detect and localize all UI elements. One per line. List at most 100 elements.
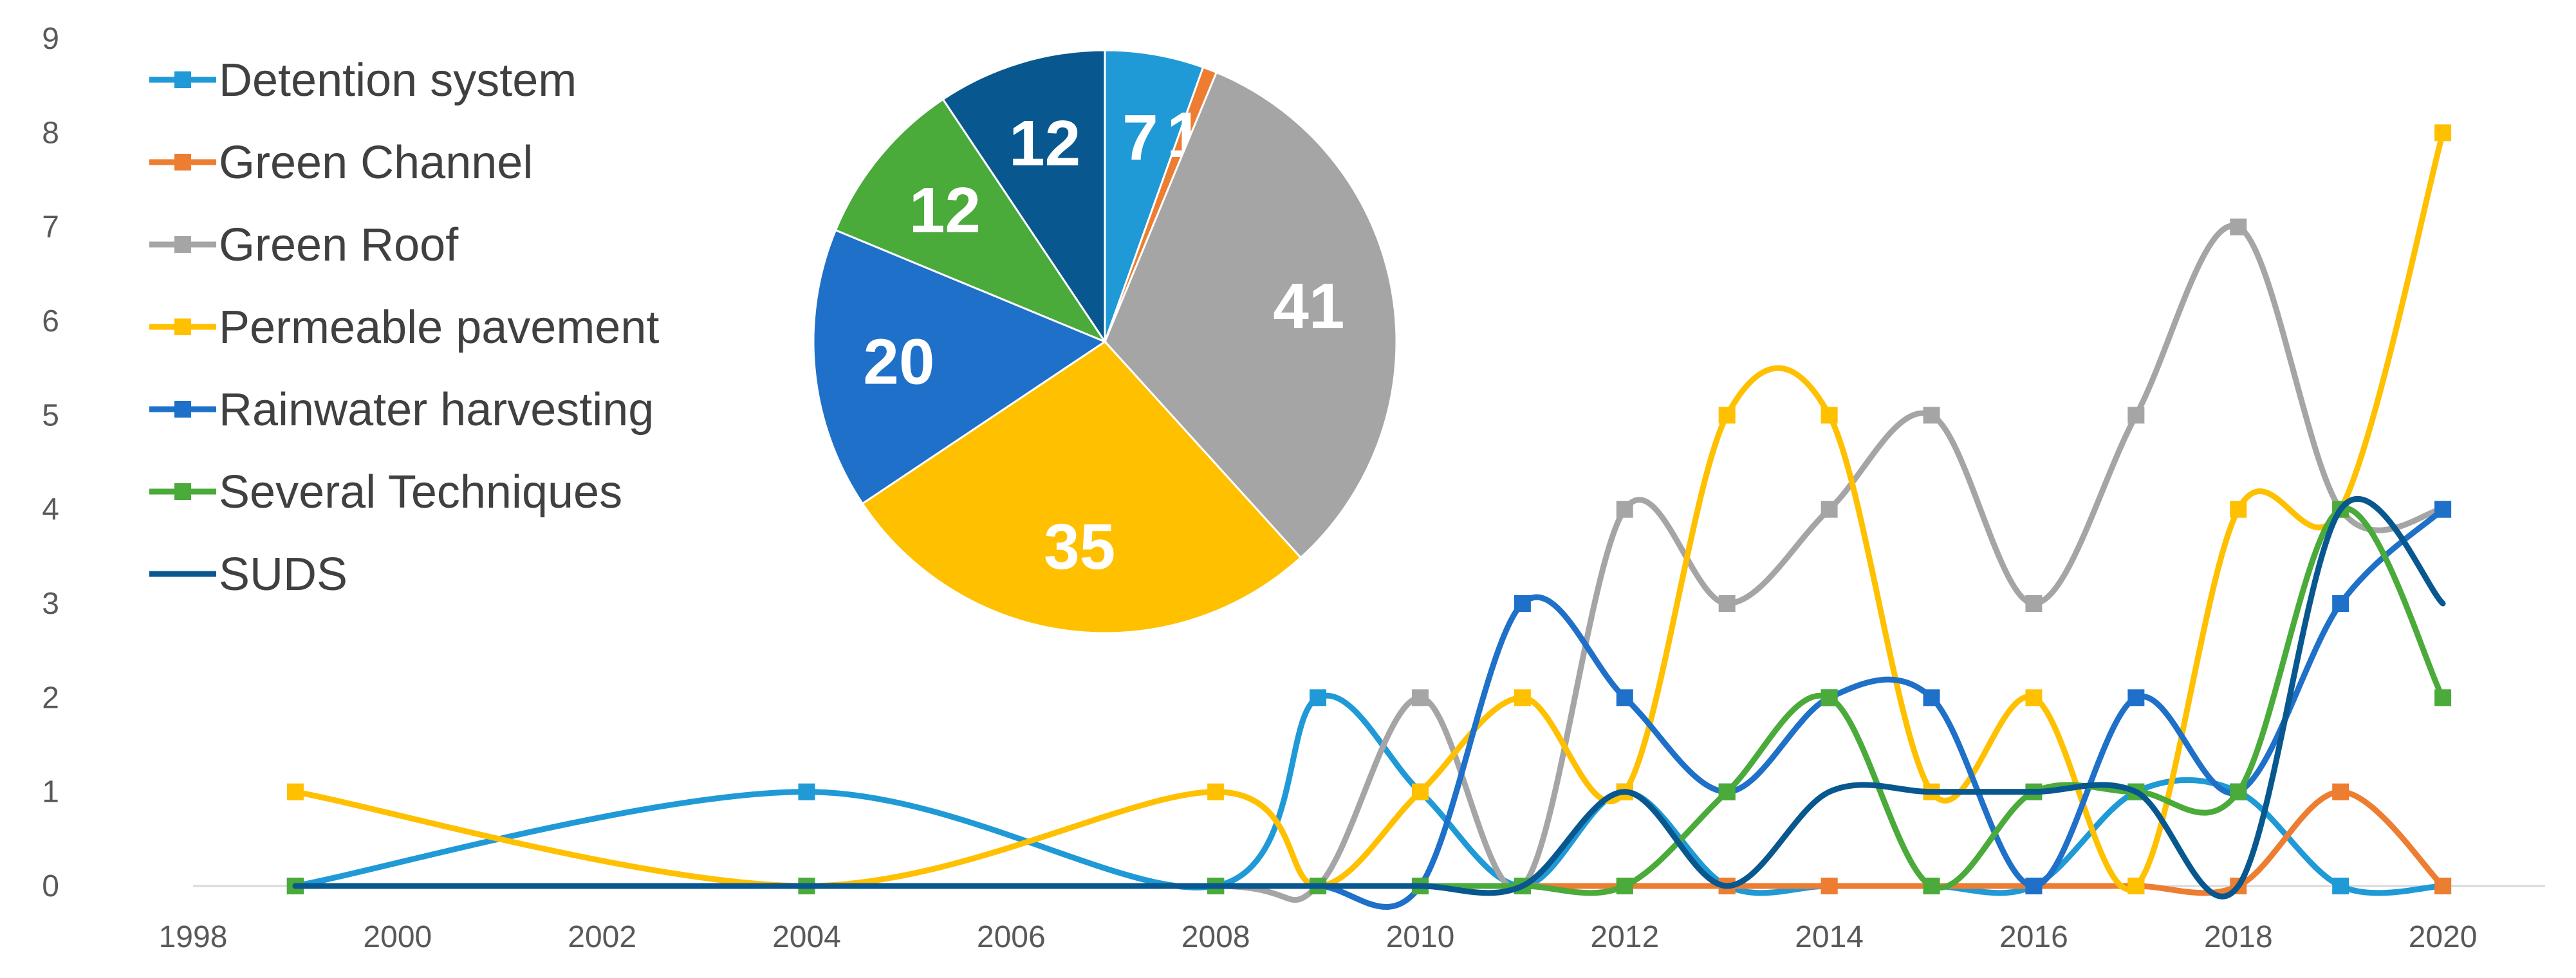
legend: Detention system Green Channel Green Roof P… — [149, 55, 659, 600]
legend-item-permeable-pavement: Permeable pavement — [149, 302, 659, 353]
line-series-layer — [286, 124, 2452, 910]
series-several-techniques — [286, 501, 2452, 896]
legend-label: Green Roof — [219, 219, 459, 271]
pie-slice — [941, 49, 1106, 345]
data-point-marker — [1616, 689, 1633, 706]
series-line-green-channel — [292, 789, 2446, 896]
data-point-marker — [2434, 878, 2452, 894]
x-tick-label: 2020 — [2409, 920, 2478, 954]
legend-swatch-marker — [174, 154, 191, 171]
x-tick-label: 2010 — [1386, 920, 1455, 954]
data-point-marker — [1718, 595, 1736, 612]
x-tick-label: 2012 — [1590, 920, 1659, 954]
data-point-marker — [1821, 407, 1838, 424]
pie-slice — [834, 98, 1107, 344]
legend-swatch-marker — [174, 318, 191, 335]
data-point-marker — [1207, 783, 1225, 800]
legend-label: Detention system — [219, 55, 577, 106]
data-point-marker — [1310, 689, 1327, 706]
x-tick-label: 2006 — [977, 920, 1046, 954]
pie-slice — [812, 228, 1107, 505]
data-point-marker — [1411, 783, 1429, 800]
data-point-marker — [798, 783, 815, 800]
data-point-marker — [1923, 407, 1940, 424]
data-point-marker — [1411, 689, 1429, 706]
y-tick-label: 4 — [42, 493, 59, 527]
legend-item-green-roof: Green Roof — [149, 219, 459, 271]
data-point-marker — [1718, 783, 1736, 800]
x-tick-label: 2016 — [1999, 920, 2068, 954]
data-point-marker — [1923, 689, 1940, 706]
legend-label: SUDS — [219, 549, 347, 600]
y-tick-label: 2 — [42, 681, 59, 715]
series-line-several-techniques — [292, 505, 2446, 896]
legend-item-detention-system: Detention system — [149, 55, 577, 106]
pie-slice — [1104, 71, 1398, 559]
legend-label: Green Channel — [219, 137, 533, 189]
y-tick-label: 9 — [42, 22, 59, 56]
data-point-marker — [1718, 407, 1736, 424]
legend-swatch-marker — [174, 236, 191, 253]
x-tick-label: 2000 — [363, 920, 432, 954]
data-point-marker — [1923, 878, 1940, 894]
series-rainwater-harvesting — [286, 501, 2452, 910]
x-tick-label: 2008 — [1181, 920, 1250, 954]
legend-swatch-marker — [174, 401, 191, 418]
y-tick-label: 7 — [42, 210, 59, 244]
legend-item-rainwater-harvesting: Rainwater harvesting — [149, 384, 654, 436]
y-tick-label: 8 — [42, 116, 59, 150]
data-point-marker — [2230, 218, 2247, 235]
data-point-marker — [1821, 689, 1838, 706]
data-point-marker — [2332, 878, 2349, 894]
data-point-marker — [2332, 595, 2349, 612]
pie-slice-label: 7 — [1122, 102, 1158, 174]
legend-item-suds: SUDS — [149, 549, 347, 600]
series-suds — [292, 495, 2446, 900]
pie-slice-label: 20 — [863, 326, 934, 398]
x-tick-label: 2014 — [1795, 920, 1864, 954]
y-tick-label: 0 — [42, 869, 59, 903]
y-tick-label: 1 — [42, 775, 59, 809]
data-point-marker — [2025, 689, 2043, 706]
legend-label: Several Techniques — [219, 466, 622, 518]
legend-item-green-channel: Green Channel — [149, 137, 533, 189]
data-point-marker — [2434, 501, 2452, 518]
pie-slice-label: 41 — [1273, 270, 1344, 342]
x-tick-label: 1998 — [159, 920, 228, 954]
series-line-suds — [292, 495, 2446, 900]
data-point-marker — [286, 783, 304, 800]
data-point-marker — [1514, 595, 1531, 612]
pie-slice-label: 35 — [1044, 511, 1115, 583]
legend-swatch-marker — [174, 483, 191, 500]
legend-item-several-techniques: Several Techniques — [149, 466, 622, 518]
y-tick-label: 6 — [42, 304, 59, 338]
pie-slice-label: 12 — [909, 174, 981, 246]
pie-slice — [861, 340, 1302, 634]
data-point-marker — [2025, 595, 2043, 612]
data-point-marker — [1821, 501, 1838, 518]
data-point-marker — [2332, 783, 2349, 800]
data-point-marker — [2127, 689, 2145, 706]
x-tick-label: 2002 — [568, 920, 636, 954]
x-tick-label: 2018 — [2204, 920, 2273, 954]
legend-label: Rainwater harvesting — [219, 384, 654, 436]
legend-label: Permeable pavement — [219, 302, 659, 353]
data-point-marker — [2434, 689, 2452, 706]
pie-slice-label: 12 — [1009, 107, 1080, 180]
pie-slice — [1104, 49, 1205, 342]
legend-swatch-marker — [174, 71, 191, 88]
data-point-marker — [2025, 878, 2043, 894]
data-point-marker — [1616, 501, 1633, 518]
data-point-marker — [2434, 124, 2452, 142]
data-point-marker — [2127, 407, 2145, 424]
data-point-marker — [2230, 783, 2247, 800]
x-tick-label: 2004 — [772, 920, 841, 954]
data-point-marker — [1514, 689, 1531, 706]
y-tick-label: 3 — [42, 587, 59, 621]
data-point-marker — [2230, 501, 2247, 518]
data-point-marker — [2127, 878, 2145, 894]
